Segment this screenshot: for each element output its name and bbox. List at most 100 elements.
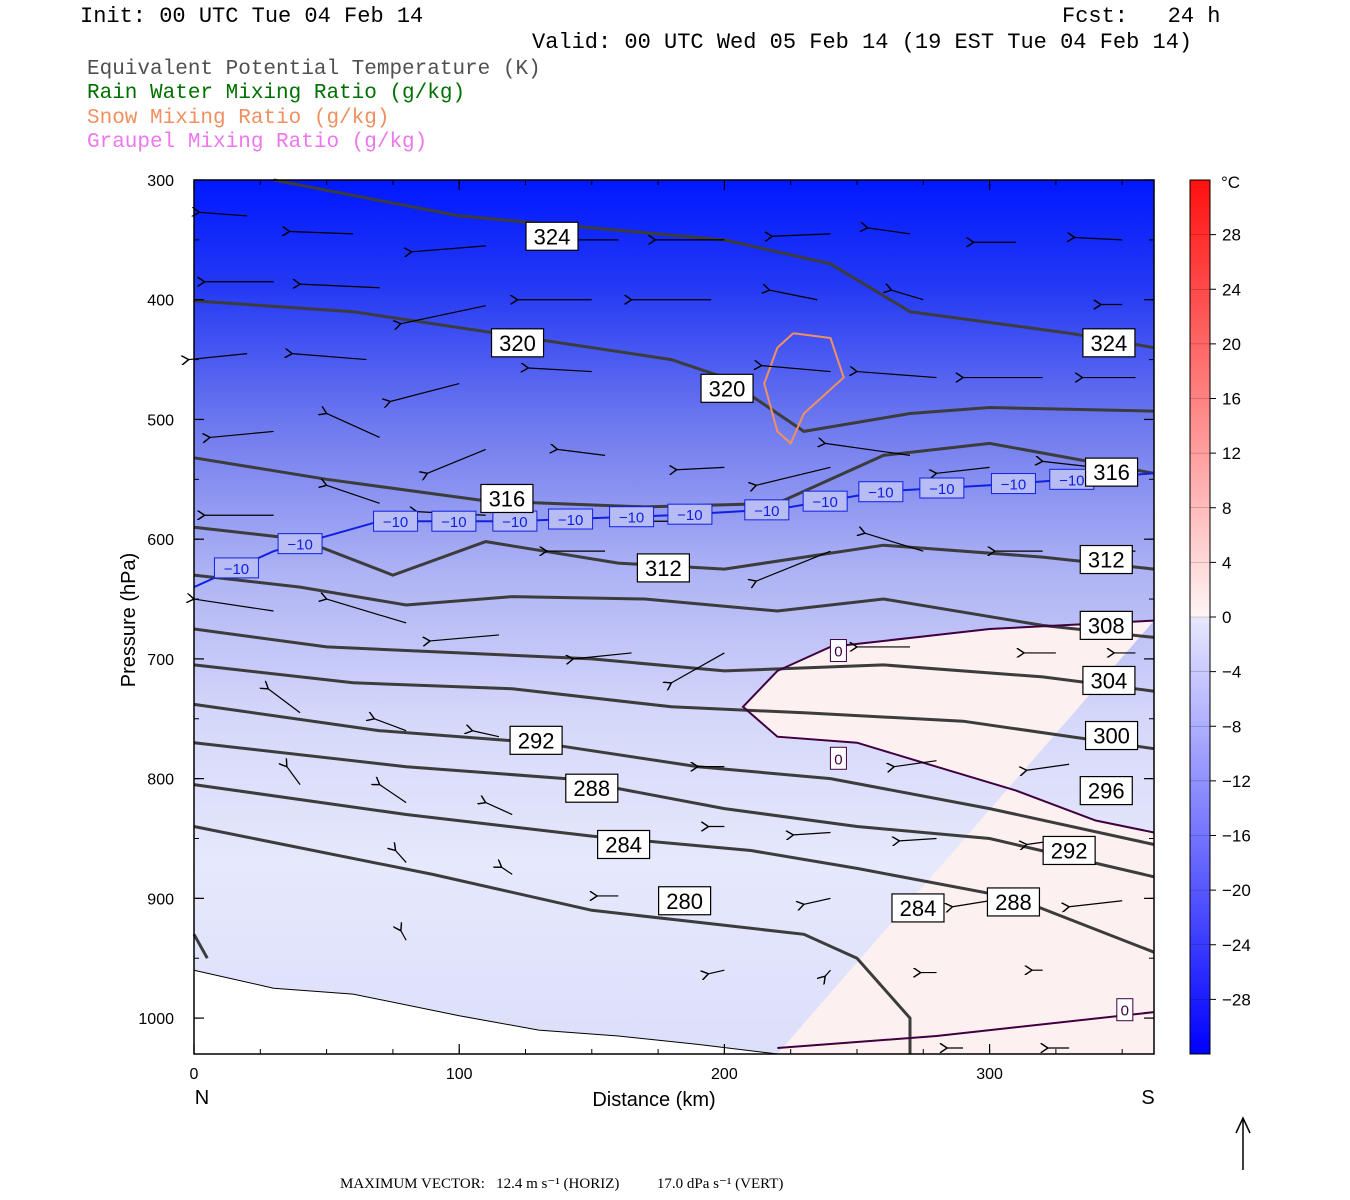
wind-vector xyxy=(952,900,990,907)
wind-vector xyxy=(390,382,460,402)
contour-label: 320 xyxy=(709,376,746,401)
wind-vector xyxy=(756,466,831,485)
contour-label-box xyxy=(565,773,619,803)
contour-label: 316 xyxy=(489,486,526,511)
max-vector-footer: MAXIMUM VECTOR: 12.4 m s⁻¹ (HORIZ) 17.0 … xyxy=(340,1174,783,1193)
wind-vector xyxy=(825,969,831,976)
isotherm-label: 0 xyxy=(834,644,842,661)
contour-label-box xyxy=(490,328,545,358)
theta-e-contour xyxy=(273,178,1155,350)
wind-vector xyxy=(289,231,354,233)
colorbar-label: −12 xyxy=(1222,772,1251,791)
x-end-label-north: N xyxy=(195,1087,209,1109)
wind-vector xyxy=(793,833,831,835)
wind-vector xyxy=(1074,237,1123,239)
forecast-hour: Fcst: 24 h xyxy=(1062,4,1221,29)
x-axis-label: Distance (km) xyxy=(592,1089,715,1111)
isotherm-label-box xyxy=(548,508,594,530)
wind-vector xyxy=(937,466,990,473)
cross-section-chart: −10 −10 −10 −10 −10 −10 −10 −10 −10 −10 −10 −10 −10 −… xyxy=(118,173,1251,1170)
wind-vector xyxy=(189,353,248,360)
contour-label: 308 xyxy=(1088,613,1125,638)
x-tick-label: 100 xyxy=(446,1066,473,1083)
wind-vector xyxy=(756,550,831,581)
legend-snow: Snow Mixing Ratio (g/kg) xyxy=(87,107,390,130)
valid-time: Valid: 00 UTC Wed 05 Feb 14 (19 EST Tue … xyxy=(532,30,1193,55)
contour-label: 284 xyxy=(605,832,642,857)
wind-vector xyxy=(401,305,486,324)
colorbar-label: 4 xyxy=(1222,553,1231,572)
colorbar-label: 28 xyxy=(1222,226,1241,245)
isotherm-label-box xyxy=(373,510,419,532)
theta-e-contour xyxy=(192,933,209,959)
wind-vector xyxy=(1027,763,1070,770)
wind-vector xyxy=(401,931,407,941)
isotherm-label: 0 xyxy=(1121,1003,1129,1020)
theta-e-contour xyxy=(193,825,912,1054)
isotherm-label: −10 xyxy=(1001,477,1026,494)
contour-label: 320 xyxy=(499,331,536,356)
x-tick-label: 300 xyxy=(976,1066,1003,1083)
max-vector-vert: 17.0 dPa s⁻¹ (VERT) xyxy=(656,1176,784,1192)
legend-rain: Rain Water Mixing Ratio (g/kg) xyxy=(87,82,466,105)
contour-label-box xyxy=(1084,720,1139,751)
contour-label: 324 xyxy=(534,224,571,249)
contour-label-box xyxy=(1042,835,1096,866)
wind-vector xyxy=(825,443,911,456)
wind-vector xyxy=(486,803,513,816)
contour-label-box xyxy=(658,886,712,916)
y-tick-label: 500 xyxy=(147,412,174,429)
isotherm-label: −10 xyxy=(224,561,249,578)
wind-vector xyxy=(573,652,632,659)
wind-vector xyxy=(894,760,937,767)
isotherm-label: −10 xyxy=(754,503,779,520)
isotherm-label-box xyxy=(858,481,904,503)
snow-contour xyxy=(763,332,845,446)
isotherm-label: −10 xyxy=(677,507,702,524)
theta-e-contour xyxy=(193,627,1155,693)
colorbar-label: −4 xyxy=(1222,663,1241,682)
wind-vector xyxy=(762,366,831,373)
contour-label-box xyxy=(1084,457,1139,487)
wind-vector xyxy=(327,485,380,504)
wind-vector xyxy=(1069,900,1123,907)
x-end-label-south: S xyxy=(1141,1087,1154,1109)
colorbar-label: −24 xyxy=(1222,936,1251,955)
wind-vector xyxy=(868,228,911,235)
legend-theta-e: Equivalent Potential Temperature (K) xyxy=(87,58,541,81)
legend-graupel: Graupel Mixing Ratio (g/kg) xyxy=(87,131,428,154)
isotherm-label: −10 xyxy=(558,512,583,529)
isotherm-label: −10 xyxy=(868,485,893,502)
wind-vector xyxy=(292,354,367,361)
wind-vector xyxy=(472,731,500,738)
isotherm-label: −10 xyxy=(441,514,466,531)
contour-label-box xyxy=(480,483,534,514)
colorbar-unit: °C xyxy=(1221,173,1240,192)
wind-vector xyxy=(899,838,937,840)
contour-label-box xyxy=(525,221,579,251)
theta-e-contour xyxy=(193,741,1155,879)
theta-e-contour xyxy=(193,663,1155,751)
colorbar-label: 0 xyxy=(1222,608,1231,627)
wind-vector xyxy=(528,368,592,372)
contour-label-box xyxy=(1079,776,1133,806)
wind-vector xyxy=(430,634,500,641)
wind-vector xyxy=(427,448,486,473)
init-time: Init: 00 UTC Tue 04 Feb 14 xyxy=(80,4,424,29)
contour-label: 296 xyxy=(1088,779,1125,804)
max-vector-label: MAXIMUM VECTOR: xyxy=(340,1176,485,1192)
wind-vector xyxy=(374,719,407,732)
y-tick-label: 900 xyxy=(147,891,174,908)
wind-vector xyxy=(268,689,301,714)
y-axis-label: Pressure (hPa) xyxy=(118,553,140,688)
wind-vector xyxy=(769,290,818,301)
isotherm-label: −10 xyxy=(502,514,527,531)
wind-vector xyxy=(327,599,407,624)
colorbar-label: 8 xyxy=(1222,499,1231,518)
x-tick-label: 0 xyxy=(190,1066,199,1083)
contour-label-box xyxy=(700,373,754,403)
y-tick-label: 400 xyxy=(147,293,174,310)
wind-vector xyxy=(327,413,380,438)
isotherm-label-box xyxy=(213,557,259,579)
isotherm-label: −10 xyxy=(383,514,408,531)
